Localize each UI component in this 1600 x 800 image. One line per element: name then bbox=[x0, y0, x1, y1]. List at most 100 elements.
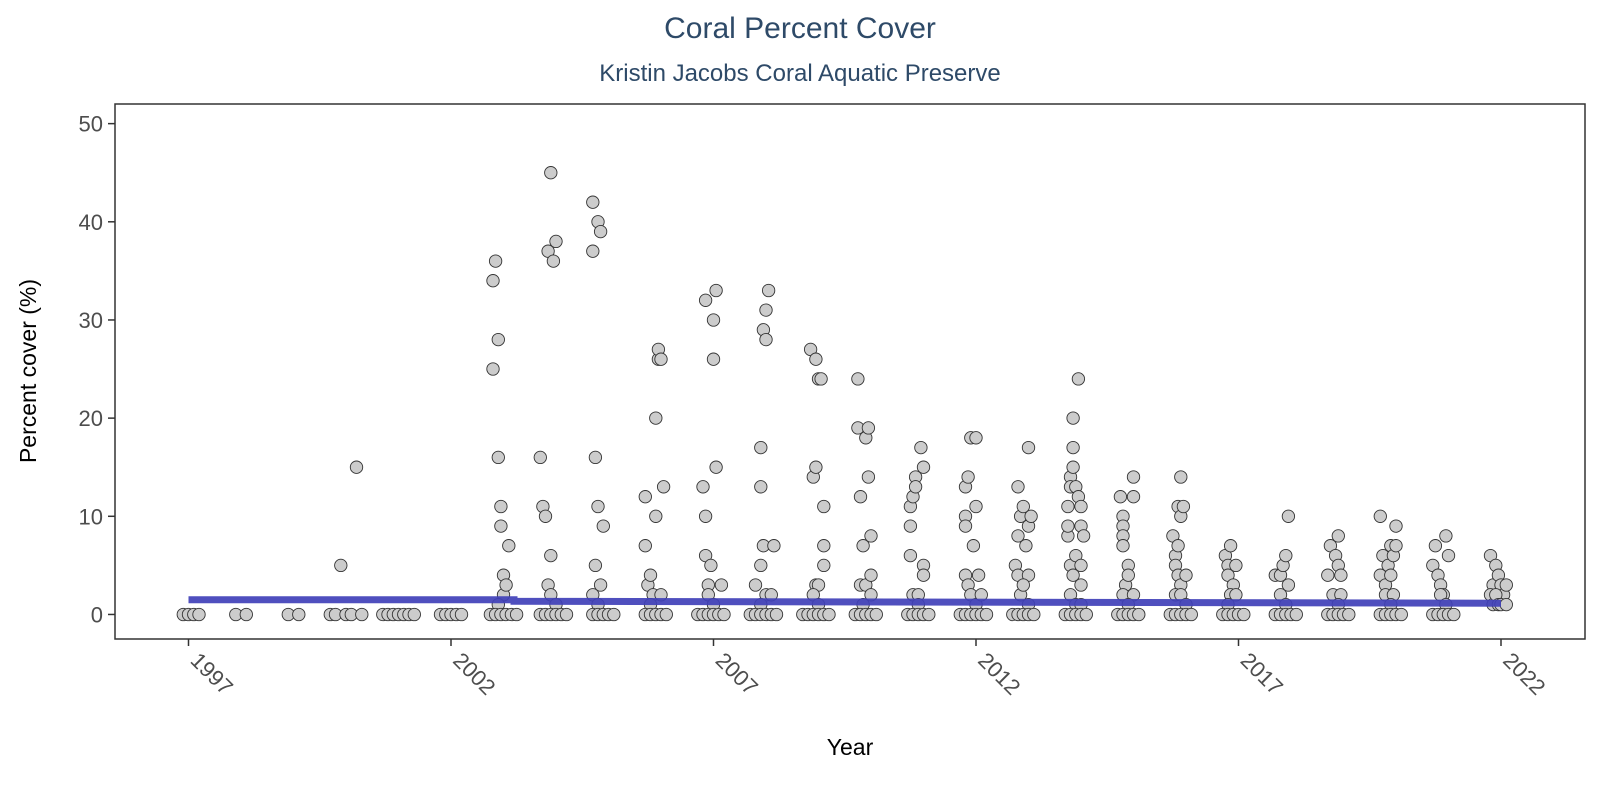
data-point bbox=[761, 283, 776, 298]
data-point bbox=[961, 470, 975, 484]
data-point bbox=[596, 519, 610, 533]
data-point bbox=[1126, 490, 1141, 504]
data-point bbox=[769, 607, 784, 622]
data-point bbox=[559, 607, 574, 622]
data-point bbox=[1061, 499, 1075, 514]
data-point bbox=[1074, 578, 1088, 592]
data-point bbox=[588, 450, 603, 465]
data-point bbox=[709, 283, 723, 298]
data-point bbox=[704, 558, 718, 573]
data-point bbox=[916, 460, 931, 474]
data-point bbox=[966, 539, 981, 553]
data-point bbox=[491, 332, 505, 347]
data-point bbox=[638, 490, 652, 504]
data-point bbox=[1074, 499, 1088, 514]
data-point bbox=[1126, 470, 1141, 484]
data-point bbox=[759, 303, 773, 317]
y-tick-label: 50 bbox=[79, 112, 103, 137]
data-point bbox=[748, 578, 763, 592]
trend-line bbox=[188, 596, 1502, 607]
data-point bbox=[502, 539, 516, 553]
data-point bbox=[488, 254, 503, 268]
data-point bbox=[1394, 607, 1408, 622]
data-point bbox=[809, 460, 823, 474]
data-point bbox=[1447, 607, 1461, 622]
data-point bbox=[1132, 607, 1146, 622]
data-point bbox=[1016, 578, 1030, 592]
data-point bbox=[861, 470, 876, 484]
data-point bbox=[1079, 607, 1093, 622]
data-point bbox=[588, 558, 603, 573]
y-tick-label: 0 bbox=[91, 602, 103, 627]
data-point bbox=[903, 548, 918, 563]
data-point bbox=[454, 607, 469, 622]
data-point bbox=[656, 480, 671, 494]
y-tick-label: 30 bbox=[79, 308, 103, 333]
data-point bbox=[1019, 539, 1033, 553]
data-point bbox=[1223, 539, 1238, 553]
data-point bbox=[1441, 548, 1456, 563]
data-point bbox=[922, 607, 936, 622]
data-point bbox=[586, 244, 600, 258]
data-point bbox=[1024, 509, 1038, 523]
data-point bbox=[643, 568, 658, 582]
y-axis: 0 10 20 30 40 50 bbox=[79, 112, 115, 627]
data-point bbox=[546, 254, 561, 268]
data-point bbox=[649, 509, 663, 523]
plot-panel bbox=[114, 103, 1586, 640]
data-point bbox=[851, 372, 865, 386]
data-point bbox=[1279, 548, 1293, 563]
data-point bbox=[1021, 440, 1036, 455]
data-point bbox=[916, 568, 931, 582]
x-tick-label: 2012 bbox=[973, 648, 1025, 700]
data-point bbox=[1389, 539, 1403, 553]
data-point bbox=[1174, 470, 1188, 484]
data-point bbox=[714, 578, 729, 592]
data-point bbox=[509, 607, 524, 622]
data-point bbox=[1066, 440, 1080, 455]
data-point bbox=[1184, 607, 1198, 622]
data-point bbox=[586, 195, 600, 209]
data-point bbox=[549, 234, 563, 249]
data-point bbox=[1499, 597, 1513, 612]
data-point bbox=[486, 362, 500, 376]
data-point bbox=[1176, 499, 1191, 514]
data-point bbox=[538, 509, 553, 523]
chart-subtitle: Kristin Jacobs Coral Aquatic Preserve bbox=[599, 60, 1001, 87]
data-point bbox=[706, 352, 721, 366]
data-point bbox=[494, 499, 508, 514]
data-point bbox=[1061, 519, 1075, 533]
data-point bbox=[958, 519, 973, 533]
data-point bbox=[1321, 568, 1335, 582]
data-point bbox=[759, 332, 773, 347]
data-point bbox=[1331, 529, 1345, 543]
data-point bbox=[767, 539, 781, 553]
data-point bbox=[817, 539, 831, 553]
data-point bbox=[499, 578, 513, 592]
data-point bbox=[861, 421, 876, 435]
data-point bbox=[1237, 607, 1251, 622]
x-tick-label: 2002 bbox=[448, 648, 500, 700]
data-point bbox=[969, 431, 983, 445]
data-point bbox=[717, 607, 731, 622]
data-point bbox=[979, 607, 994, 622]
data-point bbox=[1066, 460, 1080, 474]
x-tick-label: 1997 bbox=[186, 648, 238, 700]
data-point bbox=[903, 519, 918, 533]
data-point bbox=[1289, 607, 1303, 622]
data-point bbox=[407, 607, 421, 622]
data-point bbox=[914, 440, 928, 455]
data-point bbox=[494, 519, 508, 533]
trend-line-layer bbox=[188, 596, 1502, 607]
data-point bbox=[754, 558, 768, 573]
data-point bbox=[817, 558, 831, 573]
data-point bbox=[1027, 607, 1041, 622]
data-point bbox=[698, 509, 713, 523]
data-point bbox=[1171, 539, 1185, 553]
data-point bbox=[1342, 607, 1356, 622]
data-point bbox=[1334, 568, 1348, 582]
data-point bbox=[1281, 509, 1296, 523]
data-point bbox=[486, 274, 500, 288]
data-point bbox=[1076, 529, 1091, 543]
